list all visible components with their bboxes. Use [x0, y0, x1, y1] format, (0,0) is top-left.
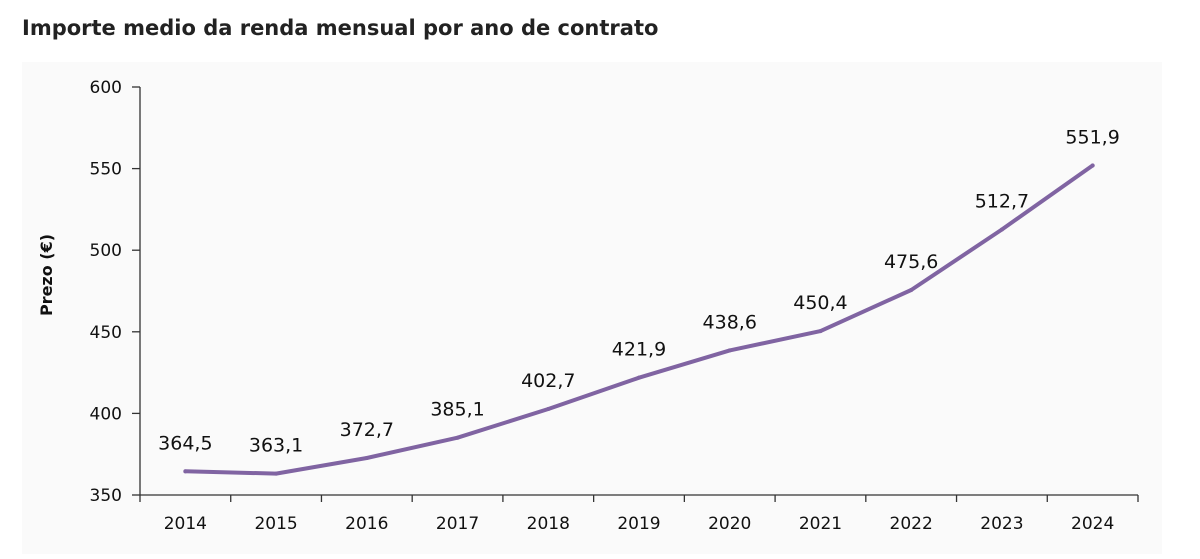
- y-tick-label: 550: [90, 160, 122, 180]
- x-tick-label: 2022: [890, 514, 933, 534]
- x-tick-label: 2015: [254, 514, 297, 534]
- data-point: [546, 406, 551, 411]
- x-tick-label: 2016: [345, 514, 388, 534]
- x-tick-label: 2020: [708, 514, 751, 534]
- data-labels: 364,5 363,1 372,7 385,1 402,7 421,9 438,6 450,4…: [158, 126, 1120, 456]
- y-axis-title: Prezo (€): [37, 234, 56, 316]
- x-tick-label: 2024: [1071, 514, 1114, 534]
- y-tick-label: 450: [90, 323, 122, 343]
- data-label: 551,9: [1065, 126, 1119, 148]
- data-point: [637, 375, 641, 380]
- data-label: 438,6: [703, 311, 757, 333]
- data-label: 385,1: [430, 399, 484, 421]
- y-tick-label: 350: [90, 486, 122, 506]
- data-point: [818, 329, 823, 334]
- x-tick-label: 2017: [436, 514, 479, 534]
- series-line-group: [183, 163, 1095, 476]
- data-point: [183, 469, 188, 474]
- y-tick-label: 600: [90, 78, 122, 98]
- data-point: [1090, 163, 1095, 168]
- x-tick-label: 2014: [164, 514, 207, 534]
- data-label: 364,5: [158, 432, 212, 454]
- data-label: 450,4: [793, 292, 847, 314]
- y-axis: 350 400 450 500 550 600: [90, 78, 141, 506]
- x-tick-label: 2018: [527, 514, 570, 534]
- y-tick-label: 400: [90, 404, 122, 424]
- data-label: 402,7: [521, 370, 575, 392]
- x-tick-label: 2023: [980, 514, 1023, 534]
- series-line: [183, 163, 1095, 476]
- data-point: [999, 227, 1004, 232]
- data-point: [455, 435, 460, 440]
- data-label: 372,7: [340, 419, 394, 441]
- chart-title: Importe medio da renda mensual por ano d…: [22, 16, 659, 40]
- data-label: 363,1: [249, 435, 303, 457]
- data-label: 475,6: [884, 251, 938, 273]
- data-point: [364, 455, 369, 460]
- data-label: 421,9: [612, 339, 666, 361]
- data-point: [909, 288, 914, 293]
- x-axis: 2014 2015 2016 2017 2018 2019 2020 2021 2022 2023…: [139, 494, 1139, 534]
- data-point: [274, 471, 279, 476]
- y-tick-label: 500: [90, 241, 122, 261]
- data-point: [727, 348, 732, 353]
- data-label: 512,7: [975, 190, 1029, 212]
- x-tick-label: 2021: [799, 514, 842, 534]
- x-tick-label: 2019: [617, 514, 660, 534]
